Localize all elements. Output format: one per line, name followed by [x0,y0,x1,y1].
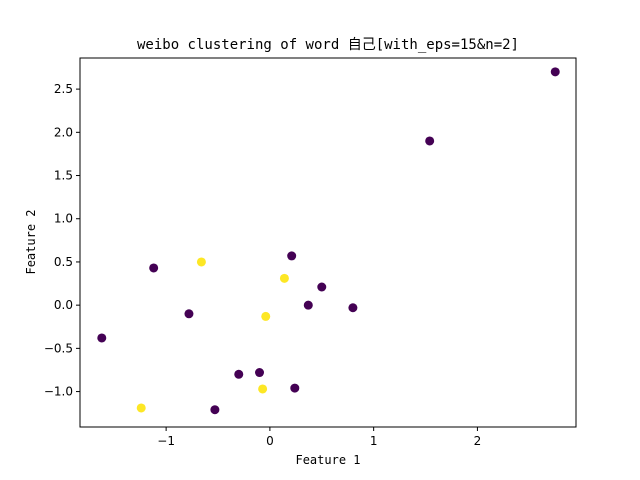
data-point [97,333,107,343]
data-point [261,311,271,321]
data-points [97,67,560,415]
y-tick-label: −0.5 [44,341,73,355]
y-tick-label: 0.0 [54,298,73,312]
y-tick-label: 2.5 [54,82,73,96]
data-point [287,251,297,261]
y-tick-label: 1.0 [54,212,73,226]
data-point [317,282,327,292]
x-axis: −1 0 1 2 [157,427,481,448]
data-point [136,403,146,413]
data-point [149,263,159,273]
y-tick-label: 0.5 [54,255,73,269]
data-point [258,384,268,394]
x-tick-label: 2 [474,434,482,448]
data-point [550,67,560,77]
x-tick-label: 0 [266,434,274,448]
data-point [303,300,313,310]
data-point [348,303,358,313]
x-tick-label: −1 [157,434,175,448]
data-point [425,136,435,146]
data-point [234,369,244,379]
x-tick-label: 1 [370,434,378,448]
y-tick-label: 1.5 [54,169,73,183]
data-point [279,273,289,283]
data-point [255,368,265,378]
plot-area [79,57,577,428]
y-tick-label: 2.0 [54,125,73,139]
data-point [290,383,300,393]
y-axis-label: Feature 2 [24,209,38,274]
y-axis: −1.0 −0.5 0.0 0.5 1.0 1.5 2.0 2.5 [44,82,80,399]
chart-title: weibo clustering of word 自己[with_eps=15&… [137,37,519,53]
data-point [184,309,194,319]
y-tick-label: −1.0 [44,385,73,399]
x-axis-label: Feature 1 [295,453,360,467]
data-point [196,257,206,267]
data-point [210,405,220,415]
